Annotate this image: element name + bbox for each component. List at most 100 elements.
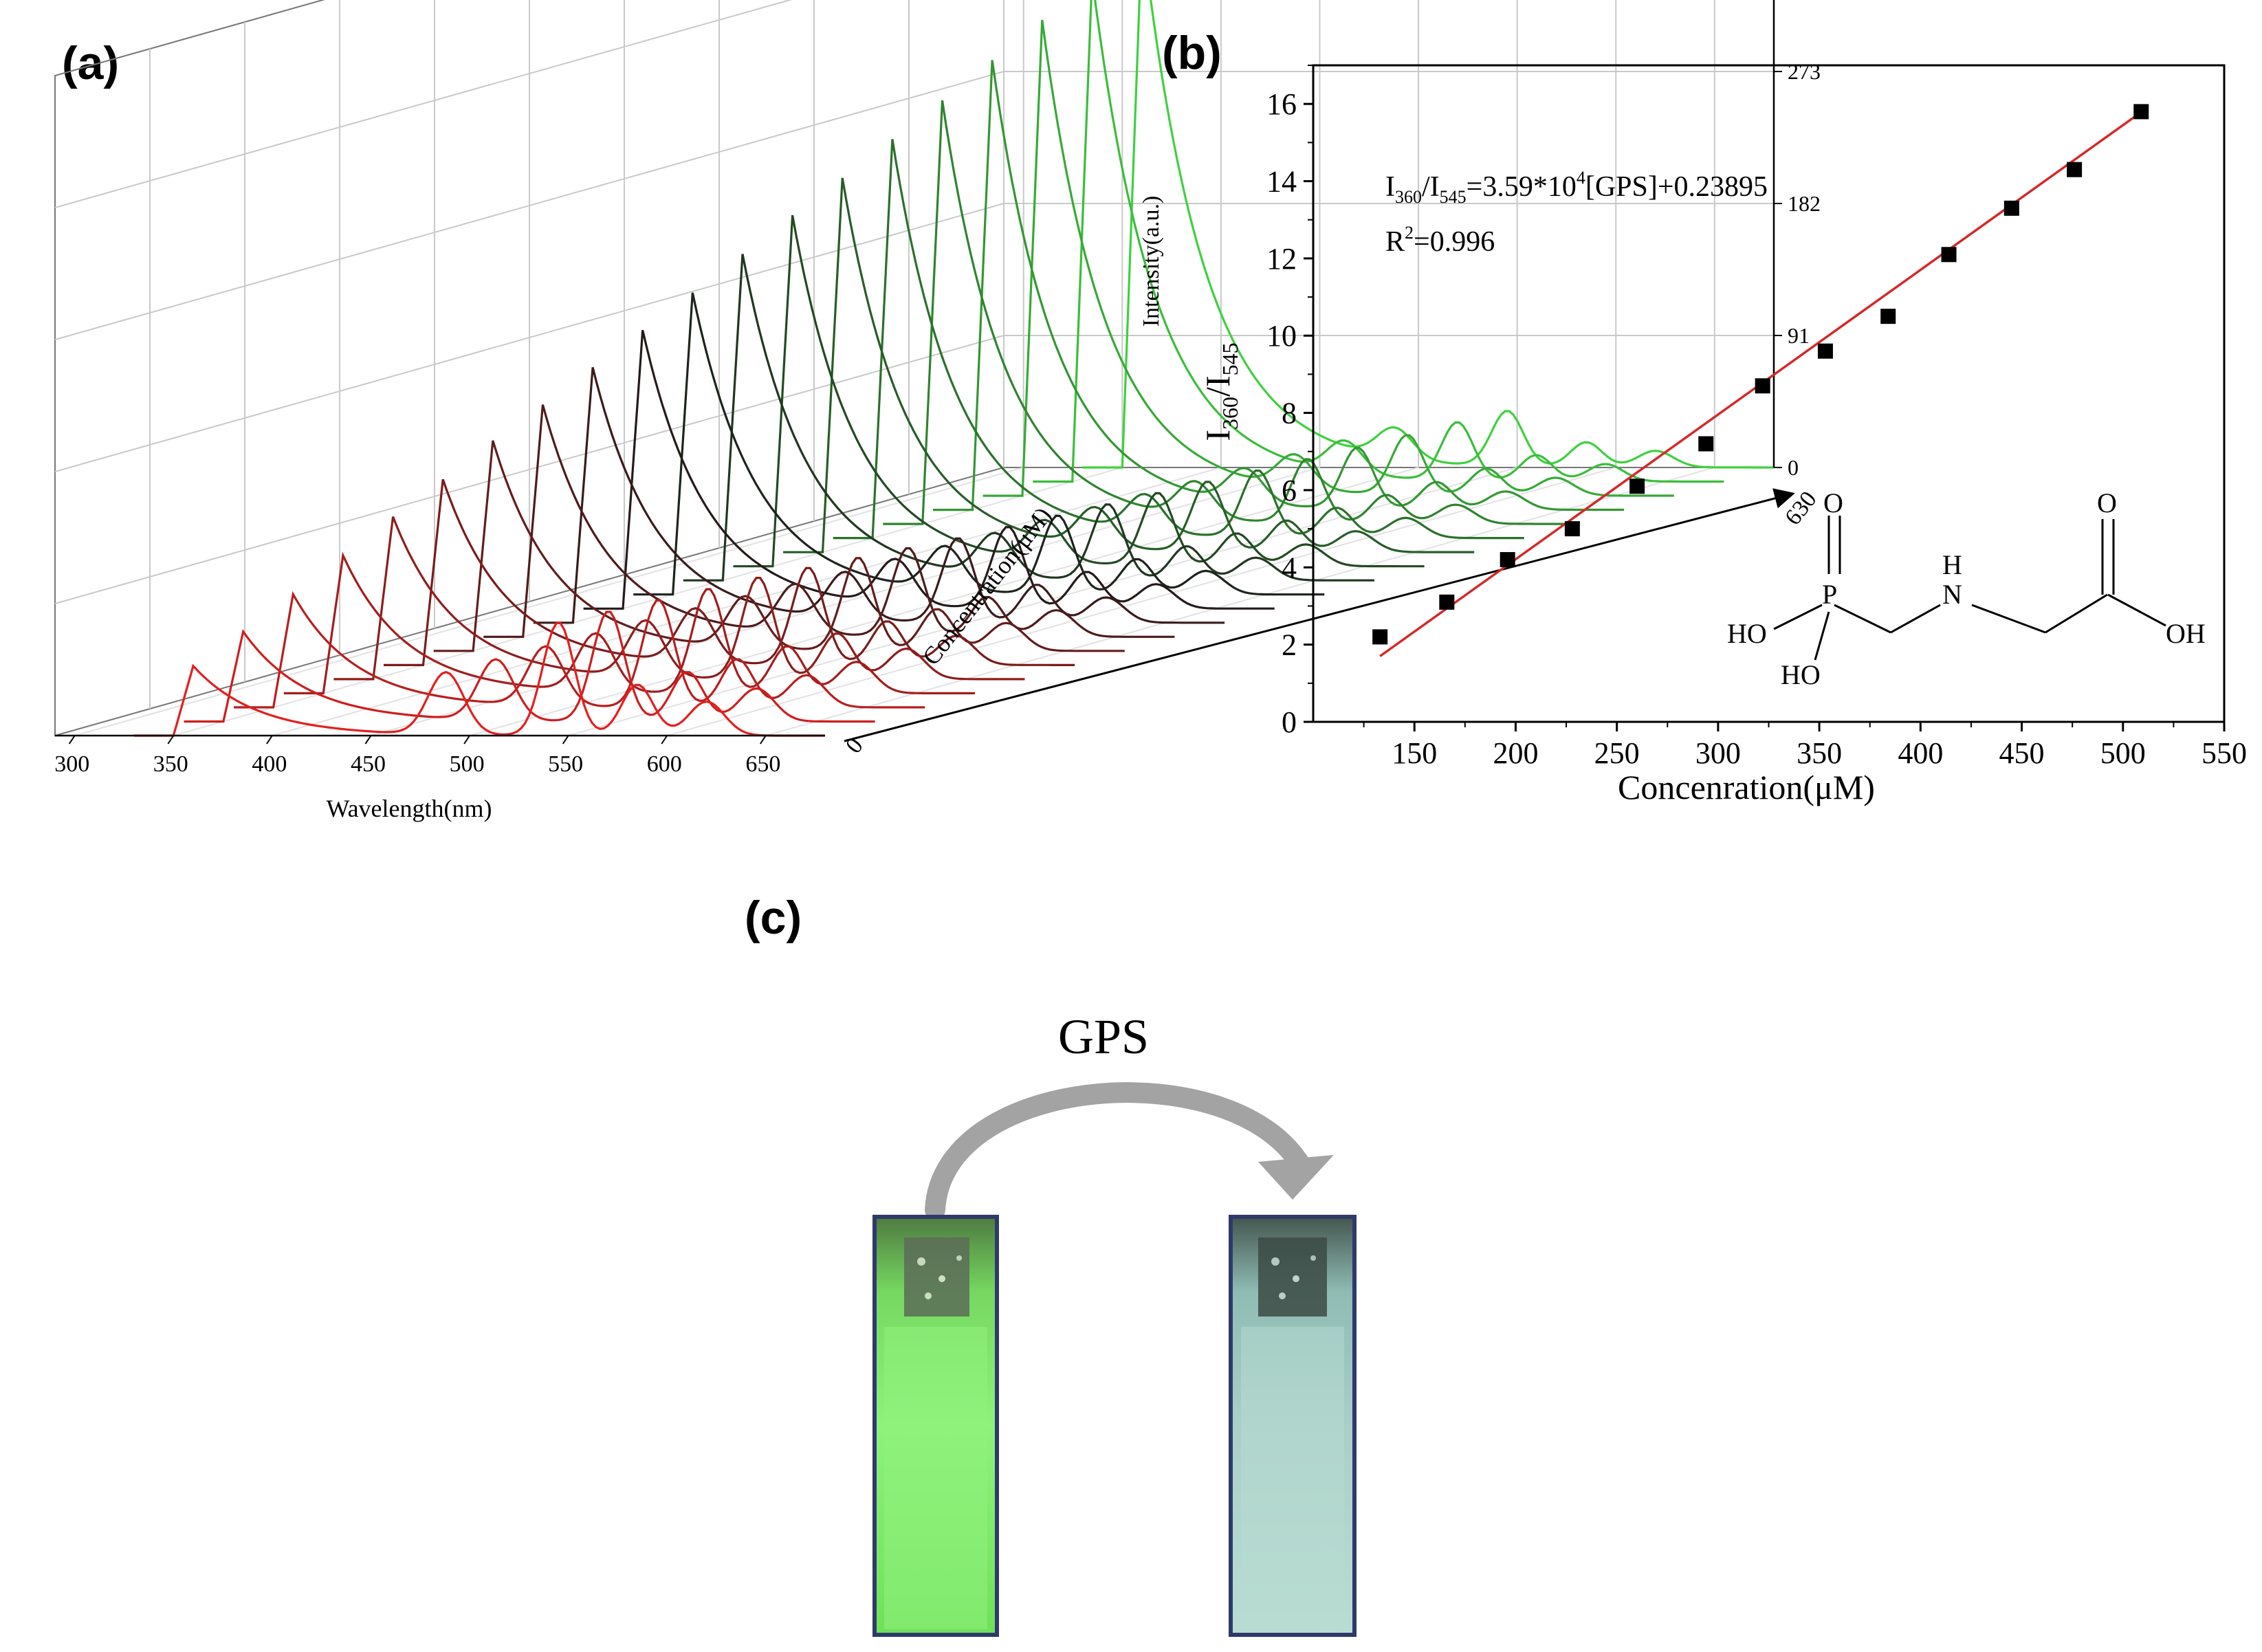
- spectrum-line: [883, 100, 1574, 525]
- x-tick-label: 500: [450, 751, 485, 777]
- x-tick-label: 600: [647, 751, 682, 777]
- spectrum-line: [234, 591, 925, 709]
- y-tick-label: 16: [1266, 87, 1297, 121]
- spectrum-line: [933, 60, 1625, 511]
- spectrum-line: [184, 610, 875, 723]
- data-point: [1880, 309, 1896, 324]
- data-point: [2003, 200, 2019, 216]
- grid-line: [173, 467, 1123, 736]
- y-tick-label: 0: [1282, 705, 1297, 739]
- fit-equation: I360/I545=3.59*104[GPS]+0.23895: [1385, 168, 1768, 207]
- x-tick-label: 350: [1797, 736, 1842, 770]
- plot-b-ticks: 150 200 250 300 350 400 450 500 550 0 2 4 6 8 10 12 14 16: [1266, 65, 2247, 770]
- x-axis-title-b: Concenration(μM): [1618, 768, 1875, 806]
- grid-line: [765, 467, 1715, 736]
- svg-text:H: H: [1942, 549, 1962, 580]
- svg-text:HO: HO: [1781, 659, 1821, 690]
- z-tick-label: 0: [1788, 455, 1799, 480]
- x-tick: [463, 735, 470, 745]
- data-point: [1500, 552, 1515, 568]
- side-wall: [54, 0, 1004, 737]
- z-tick-label: 91: [1788, 323, 1810, 348]
- gps-label: GPS: [1058, 1009, 1149, 1064]
- x-tick: [760, 735, 767, 745]
- spectrum-line: [833, 139, 1524, 540]
- x-tick-label: 650: [745, 751, 780, 777]
- y-axis-title-b: I360/I545: [1198, 342, 1242, 441]
- y-axis-arrow: [844, 488, 1795, 742]
- spectrum-line: [133, 621, 825, 737]
- data-point: [1941, 247, 1957, 263]
- x-tick-label: 250: [1594, 736, 1640, 770]
- plot-frame: [1312, 64, 2226, 723]
- r-squared: R2=0.996: [1385, 223, 1495, 258]
- x-tick: [661, 735, 668, 745]
- x-tick-label: 300: [1695, 736, 1741, 770]
- grid-line: [54, 0, 793, 208]
- y-tick-label: 630: [1780, 487, 1822, 530]
- data-point: [2067, 162, 2083, 177]
- x-tick: [562, 735, 569, 745]
- x-tick-label: 300: [54, 751, 89, 777]
- spectrum-line: [683, 254, 1374, 582]
- scatter-points: [1372, 104, 2149, 645]
- x-tick-label: 450: [1999, 736, 2045, 770]
- panel-c-label: (c): [745, 892, 802, 944]
- y-tick-label: 6: [1282, 474, 1297, 507]
- data-point: [1372, 629, 1388, 645]
- gps-arrow-head: [1258, 1155, 1334, 1200]
- spectrum-line: [283, 551, 975, 694]
- x-tick-label: 450: [351, 751, 386, 777]
- panel-c: (c) GPS: [745, 892, 1357, 1637]
- data-point: [1629, 478, 1645, 494]
- panel-a-label: (a): [62, 37, 119, 89]
- svg-text:P: P: [1822, 579, 1837, 610]
- spectrum-line: [1033, 0, 1724, 483]
- x-axis-title: Wavelength(nm): [326, 795, 492, 822]
- svg-text:OH: OH: [2166, 618, 2206, 649]
- grid-line: [568, 467, 1517, 736]
- x-tick-label: 400: [1898, 736, 1943, 770]
- grid-line: [54, 203, 1004, 472]
- svg-text:N: N: [1942, 579, 1962, 610]
- grid-line: [54, 335, 1004, 604]
- x-tick-label: 200: [1493, 736, 1538, 770]
- y-tick-label: 14: [1266, 165, 1297, 199]
- grid-line: [54, 71, 1004, 340]
- x-tick-label: 350: [153, 751, 188, 777]
- panel-b: (b) 150 200 250 300 350 400 450 500 550 0 2 4 6 8 10 12…: [1162, 27, 2247, 806]
- x-tick-label: 550: [2201, 736, 2247, 770]
- spectrum-line: [982, 19, 1674, 497]
- panel-a: (a) 300350400450500550600650091182273364…: [54, 0, 1822, 822]
- svg-text:HO: HO: [1727, 618, 1767, 649]
- grid-line: [469, 467, 1419, 736]
- data-point: [1817, 343, 1833, 359]
- glyphosate-labels: O P H N O HO HO OH: [1727, 487, 2206, 690]
- spectrum-line: [333, 516, 1025, 681]
- y-tick-label: 0: [841, 734, 868, 758]
- x-tick-label: 400: [252, 751, 287, 777]
- x-tick: [68, 735, 76, 745]
- x-tick: [266, 735, 273, 745]
- y-tick-label: 12: [1266, 242, 1297, 276]
- y-tick-label: 4: [1282, 551, 1297, 584]
- data-point: [1755, 378, 1770, 394]
- z-tick-label: 182: [1788, 191, 1821, 216]
- x-tick: [364, 735, 372, 745]
- y-tick-label: 10: [1266, 319, 1297, 353]
- x-tick-label: 550: [548, 751, 583, 777]
- spectrum-line: [783, 177, 1475, 553]
- y-tick-label: 2: [1282, 628, 1297, 662]
- gps-arrow: [925, 1082, 1313, 1220]
- waterfall-curves: [133, 0, 1774, 737]
- y-tick-label: 8: [1282, 397, 1297, 430]
- data-point: [2133, 104, 2149, 120]
- data-point: [1698, 436, 1714, 452]
- grid-line: [371, 467, 1320, 736]
- grid-line: [74, 467, 1024, 736]
- glyphosate-structure: [1773, 516, 2166, 661]
- spectrum-line: [1082, 0, 1774, 469]
- svg-text:O: O: [1823, 487, 1843, 518]
- x-tick-label: 150: [1392, 736, 1437, 770]
